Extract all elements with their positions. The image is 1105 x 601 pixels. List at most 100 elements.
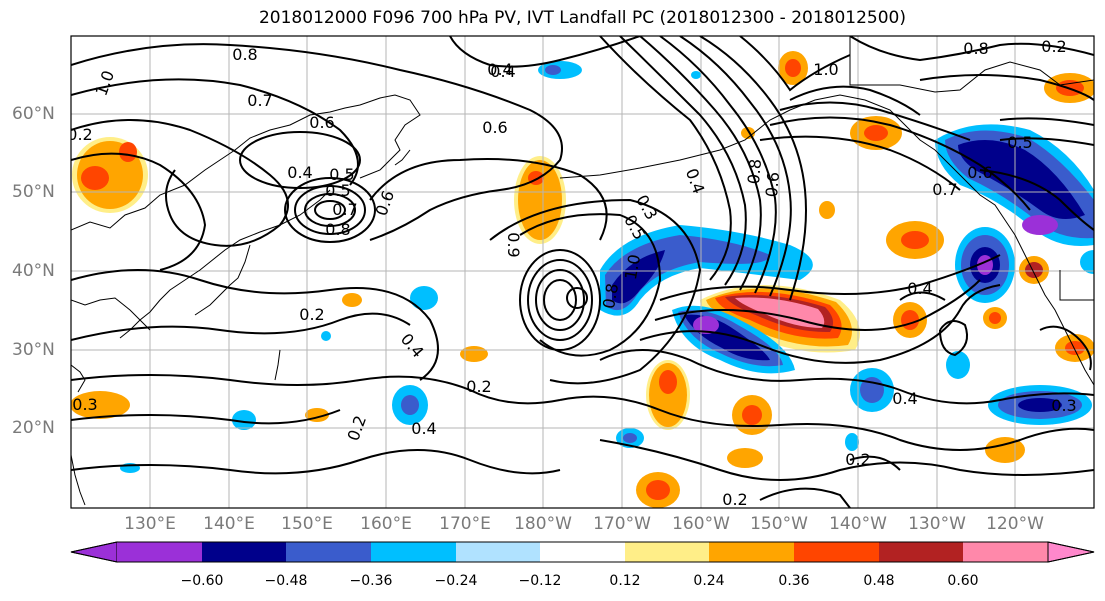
colorbar [70, 541, 1095, 563]
colorbar-segment [963, 542, 1048, 562]
anomaly-negative [1018, 398, 1062, 412]
contour-label: 0.7 [332, 200, 357, 219]
lat-label: 20°N [12, 418, 55, 438]
contour-label: 0.4 [411, 419, 436, 438]
lon-label: 140°E [203, 514, 255, 534]
colorbar-tick-label: 0.60 [947, 573, 979, 589]
colorbar-segment [625, 542, 709, 562]
anomaly-negative [232, 410, 256, 430]
contour-label: 0.4 [490, 62, 515, 81]
colorbar-tick-label: −0.24 [434, 573, 478, 589]
colorbar-segment [286, 542, 371, 562]
colorbar-segment [117, 542, 202, 562]
anomaly-negative [623, 433, 637, 443]
anomaly-negative [401, 395, 419, 415]
anomaly-positive [460, 346, 488, 362]
graticule [71, 36, 1094, 508]
anomaly-positive [901, 231, 929, 249]
contour-label: 0.5 [329, 165, 354, 184]
anomaly-positive [864, 125, 888, 141]
lon-label: 180°W [514, 514, 572, 534]
shaded-anomaly-fields [71, 51, 1094, 508]
anomaly-positive [727, 448, 763, 468]
contour-label: 0.4 [487, 60, 512, 79]
colorbar-tick-label: 0.36 [778, 573, 810, 589]
contour-label: 0.8 [963, 39, 988, 58]
colorbar-segment [879, 542, 963, 562]
contour-label: 0.2 [722, 490, 747, 509]
anomaly-positive [785, 59, 801, 77]
anomaly-negative [410, 286, 438, 310]
anomaly-positive [1025, 262, 1043, 278]
lon-label: 130°E [124, 514, 176, 534]
colorbar-tick-label: 0.24 [693, 573, 725, 589]
contour-label: 0.7 [932, 180, 957, 199]
contour-label: 0.2 [466, 377, 491, 396]
anomaly-negative [545, 65, 561, 75]
colorbar-segment [709, 542, 794, 562]
contour-label: 0.2 [299, 305, 324, 324]
contour-label: 0.6 [482, 118, 507, 137]
lat-label: 40°N [12, 261, 55, 281]
colorbar-outline [70, 541, 1095, 563]
plot-frame [70, 35, 1095, 509]
contour-label: 0.2 [67, 125, 92, 144]
anomaly-negative [845, 433, 859, 451]
anomaly-positive [659, 370, 677, 394]
contour-label: 0.5 [1007, 133, 1032, 152]
lat-label: 30°N [12, 340, 55, 360]
contour-label: 0.4 [287, 163, 312, 182]
contour-label: 1.0 [621, 253, 644, 281]
colorbar-extend-low [70, 541, 118, 563]
anomaly-positive [119, 142, 137, 162]
contour-label: 0.2 [344, 413, 371, 443]
colorbar-tick-label: −0.12 [518, 573, 562, 589]
lon-label: 170°W [593, 514, 651, 534]
colorbar-segment [202, 542, 286, 562]
contour-label: 0.2 [845, 450, 870, 469]
lon-label: 120°W [986, 514, 1044, 534]
anomaly-positive [989, 312, 1001, 324]
contour-label: 0.6 [762, 171, 783, 198]
contour-label: 1.0 [92, 68, 119, 98]
anomaly-negative-band [600, 225, 813, 316]
anomaly-negative [946, 351, 970, 379]
lon-label: 160°E [360, 514, 412, 534]
anomaly-negative [321, 331, 331, 341]
contour-label: 0.8 [232, 45, 257, 64]
colorbar-tick-label: −0.48 [264, 573, 308, 589]
lon-label: 150°E [281, 514, 333, 534]
colorbar-tick-label: −0.36 [349, 573, 393, 589]
colorbar-segment [456, 542, 540, 562]
contour-label: 0.9 [504, 232, 523, 257]
lat-label: 60°N [12, 104, 55, 124]
contour-label: 0.3 [72, 395, 97, 414]
contour-label: 0.4 [397, 330, 428, 362]
lon-label: 170°E [439, 514, 491, 534]
lat-label: 50°N [12, 182, 55, 202]
coastlines [71, 36, 1094, 506]
colorbar-tick-label: 0.12 [609, 573, 641, 589]
map-title: 2018012000 F096 700 hPa PV, IVT Landfall… [258, 8, 906, 28]
lon-label: 130°W [908, 514, 966, 534]
contour-label: 0.2 [1041, 37, 1066, 56]
contour-label: 0.8 [325, 220, 350, 239]
contour-label: 0.4 [892, 389, 917, 408]
colorbar-extend-high [1047, 541, 1095, 563]
contour-label: 0.8 [599, 282, 622, 310]
contour-label: 0.7 [247, 91, 272, 110]
colorbar-tick-label: 0.48 [863, 573, 895, 589]
colorbar-segment [794, 542, 879, 562]
anomaly-positive [342, 293, 362, 307]
anomaly-positive [742, 405, 762, 425]
anomaly-positive [71, 391, 130, 419]
anomaly-positive [1065, 341, 1085, 355]
colorbar-segment [540, 542, 625, 562]
anomaly-negative [1080, 250, 1094, 274]
contour-label: 0.3 [1051, 396, 1076, 415]
colorbar-tick-label: −0.60 [180, 573, 224, 589]
lon-label: 140°W [829, 514, 887, 534]
anomaly-positive [649, 363, 687, 427]
lon-label: 150°W [750, 514, 808, 534]
